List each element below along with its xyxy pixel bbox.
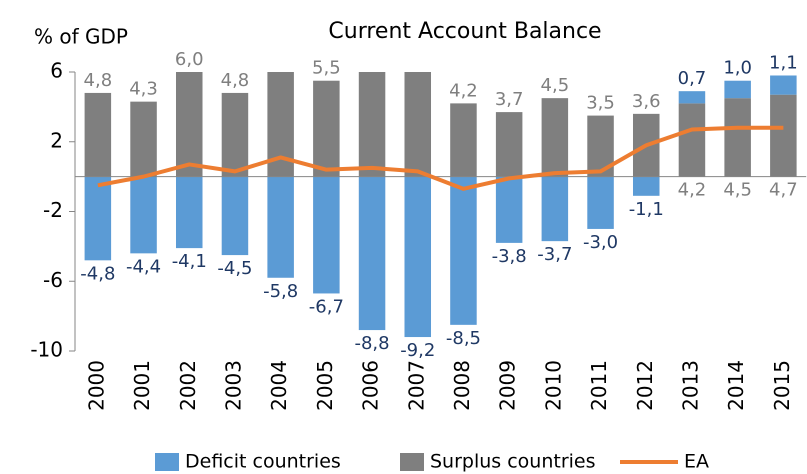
data-label: -1,1 — [629, 199, 664, 220]
bar — [495, 176, 523, 243]
data-label: -3,0 — [583, 232, 618, 253]
data-label: 4,8 — [221, 70, 250, 91]
legend-swatch — [400, 453, 424, 471]
bar — [221, 92, 249, 177]
bar — [770, 75, 797, 95]
data-label: 5,5 — [312, 58, 341, 79]
bar — [632, 176, 660, 196]
data-label: -5,8 — [263, 281, 298, 302]
bar — [678, 103, 706, 177]
x-tick-label: 2010 — [541, 360, 565, 411]
bar — [84, 92, 112, 177]
x-tick-label: 2005 — [313, 360, 337, 411]
x-tick-label: 2015 — [770, 360, 794, 411]
data-label: 3,6 — [632, 91, 661, 112]
legend-label: Deficit countries — [185, 451, 341, 473]
data-label: -4,1 — [172, 251, 207, 272]
data-label: -8,8 — [354, 333, 389, 354]
x-tick-label: 2003 — [221, 360, 245, 411]
chart-title: Current Account Balance — [328, 19, 601, 44]
bar — [587, 176, 614, 229]
x-tick-label: 2004 — [267, 360, 291, 411]
data-label: 4,5 — [723, 180, 752, 201]
bar — [130, 176, 157, 254]
x-tick-label: 2013 — [678, 360, 702, 411]
bar — [221, 176, 249, 256]
y-tick-label: -6 — [43, 268, 63, 292]
y-tick-label: -10 — [30, 338, 63, 362]
x-tick-label: 2012 — [633, 360, 657, 411]
data-label: -9,2 — [400, 340, 435, 361]
data-label: 1,0 — [723, 58, 752, 79]
bar — [450, 103, 477, 177]
x-tick-label: 2011 — [587, 360, 611, 411]
bar — [495, 112, 523, 177]
x-tick-label: 2000 — [84, 360, 108, 411]
data-label: 6,0 — [175, 49, 204, 70]
x-tick-label: 2006 — [359, 360, 383, 411]
y-tick-label: 6 — [50, 59, 63, 83]
data-label: 0,7 — [678, 68, 707, 89]
bar — [450, 176, 477, 325]
bar — [358, 176, 386, 331]
bar — [175, 72, 203, 177]
bar — [678, 91, 706, 104]
legend-label: Surplus countries — [430, 451, 596, 473]
x-tick-label: 2001 — [130, 360, 154, 411]
data-label: -6,7 — [309, 296, 344, 317]
data-label: 4,2 — [678, 180, 707, 201]
y-axis-label: % of GDP — [34, 25, 128, 49]
data-label: 4,5 — [541, 75, 570, 96]
data-label: 4,2 — [449, 80, 478, 101]
x-tick-label: 2014 — [724, 360, 748, 411]
data-label: -8,5 — [446, 328, 481, 349]
data-label: 1,1 — [769, 52, 798, 73]
bar — [541, 176, 569, 242]
data-label: 3,5 — [586, 93, 615, 114]
bar — [84, 176, 112, 261]
data-label: 4,7 — [769, 180, 798, 201]
bar — [404, 176, 432, 338]
bar — [541, 98, 569, 177]
bar — [358, 72, 386, 177]
bar — [724, 98, 751, 177]
x-tick-label: 2002 — [176, 360, 200, 411]
data-label: 4,8 — [84, 70, 113, 91]
legend-swatch — [155, 453, 179, 471]
bar — [267, 176, 294, 278]
bar — [175, 176, 203, 249]
data-label: -4,4 — [126, 256, 161, 277]
legend-label: EA — [684, 451, 709, 473]
data-label: 4,3 — [129, 79, 158, 100]
bar — [313, 80, 340, 177]
x-tick-label: 2008 — [450, 360, 474, 411]
x-tick-label: 2009 — [496, 360, 520, 411]
bar — [313, 176, 340, 294]
y-tick-label: -2 — [43, 198, 63, 222]
bar — [770, 94, 797, 177]
data-label: -3,8 — [492, 246, 527, 267]
data-label: -4,5 — [217, 258, 252, 279]
x-tick-label: 2007 — [404, 360, 428, 411]
data-label: -4,8 — [80, 263, 115, 284]
y-tick-label: 2 — [50, 128, 63, 152]
line — [97, 125, 784, 191]
bar — [404, 72, 432, 177]
data-label: 3,7 — [495, 89, 524, 110]
bar — [724, 80, 751, 99]
bar — [130, 101, 157, 177]
data-label: -3,7 — [537, 244, 572, 265]
